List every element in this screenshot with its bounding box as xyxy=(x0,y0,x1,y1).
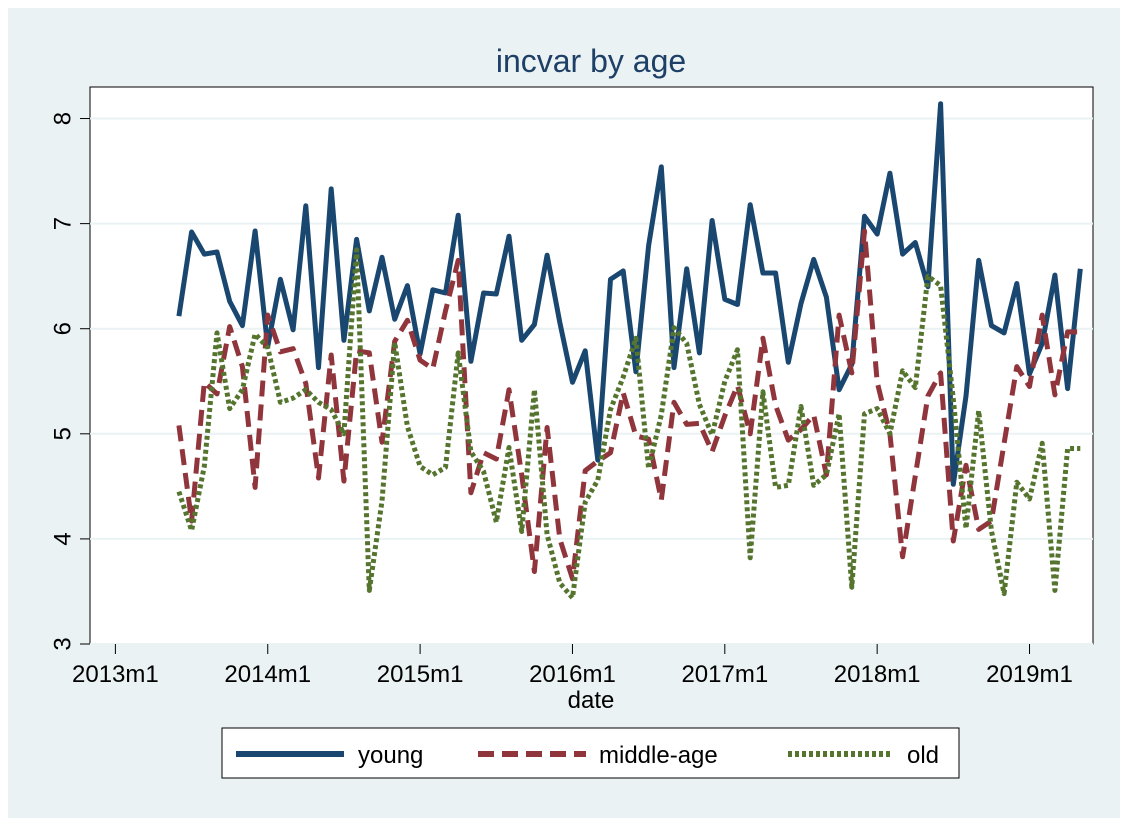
x-tick-label: 2015m1 xyxy=(377,661,464,688)
series-lines xyxy=(176,101,1083,601)
x-tick-label: 2016m1 xyxy=(529,661,616,688)
x-tick-label: 2018m1 xyxy=(834,661,921,688)
y-tick-label: 3 xyxy=(49,637,76,650)
legend-label-middle-age: middle-age xyxy=(599,742,718,769)
y-tick-label: 5 xyxy=(49,427,76,440)
y-tick-label: 4 xyxy=(49,532,76,545)
series-line-young xyxy=(176,101,1083,487)
legend-label-young: young xyxy=(358,742,423,769)
legend-label-old: old xyxy=(907,742,939,769)
chart-title: incvar by age xyxy=(496,43,686,79)
legend: young middle-age old xyxy=(221,727,960,779)
plot-area xyxy=(89,86,1094,645)
x-tick-label: 2017m1 xyxy=(681,661,768,688)
x-tick-label: 2019m1 xyxy=(986,661,1073,688)
chart-frame: 3 4 5 6 7 8 2013m1 2014m1 2015m1 2016m1 2017m1 2018… xyxy=(8,8,1120,818)
series-line-middle-age xyxy=(176,228,1081,582)
axes: 3 4 5 6 7 8 2013m1 2014m1 2015m1 2016m1 2017m1 2018… xyxy=(49,112,1072,688)
series-line-old xyxy=(176,247,1081,601)
line-chart: 3 4 5 6 7 8 2013m1 2014m1 2015m1 2016m1 2017m1 2018… xyxy=(49,43,1094,779)
legend-box xyxy=(221,727,960,779)
y-tick-label: 7 xyxy=(49,217,76,230)
y-tick-label: 6 xyxy=(49,322,76,335)
x-tick-label: 2013m1 xyxy=(72,661,159,688)
y-tick-label: 8 xyxy=(49,112,76,125)
x-axis-label: date xyxy=(568,687,615,714)
x-tick-label: 2014m1 xyxy=(224,661,311,688)
